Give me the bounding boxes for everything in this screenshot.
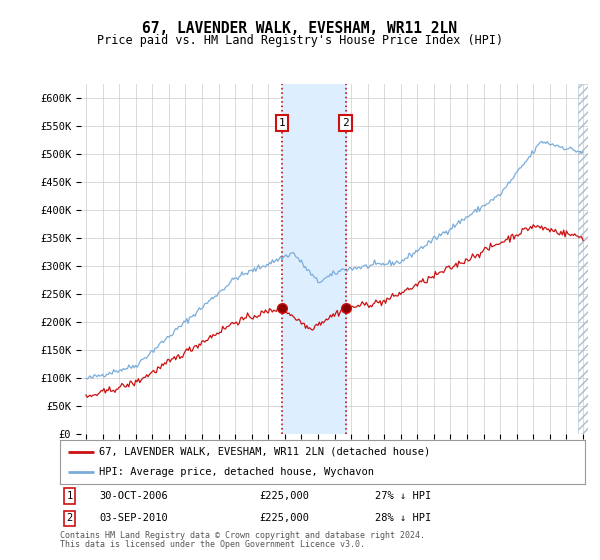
Text: This data is licensed under the Open Government Licence v3.0.: This data is licensed under the Open Gov… bbox=[60, 540, 365, 549]
Text: 28% ↓ HPI: 28% ↓ HPI bbox=[375, 513, 431, 523]
Text: 30-OCT-2006: 30-OCT-2006 bbox=[100, 491, 168, 501]
Text: 2: 2 bbox=[342, 118, 349, 128]
Text: £225,000: £225,000 bbox=[260, 491, 310, 501]
Text: 67, LAVENDER WALK, EVESHAM, WR11 2LN (detached house): 67, LAVENDER WALK, EVESHAM, WR11 2LN (de… bbox=[100, 447, 431, 457]
Text: 67, LAVENDER WALK, EVESHAM, WR11 2LN: 67, LAVENDER WALK, EVESHAM, WR11 2LN bbox=[143, 21, 458, 36]
Bar bbox=[282, 84, 346, 434]
Text: 1: 1 bbox=[278, 118, 286, 128]
Text: 27% ↓ HPI: 27% ↓ HPI bbox=[375, 491, 431, 501]
Text: Price paid vs. HM Land Registry's House Price Index (HPI): Price paid vs. HM Land Registry's House … bbox=[97, 34, 503, 46]
Text: 2: 2 bbox=[67, 513, 73, 523]
Text: 1: 1 bbox=[67, 491, 73, 501]
Text: 03-SEP-2010: 03-SEP-2010 bbox=[100, 513, 168, 523]
Text: Contains HM Land Registry data © Crown copyright and database right 2024.: Contains HM Land Registry data © Crown c… bbox=[60, 531, 425, 540]
Text: HPI: Average price, detached house, Wychavon: HPI: Average price, detached house, Wych… bbox=[100, 467, 374, 477]
Text: £225,000: £225,000 bbox=[260, 513, 310, 523]
